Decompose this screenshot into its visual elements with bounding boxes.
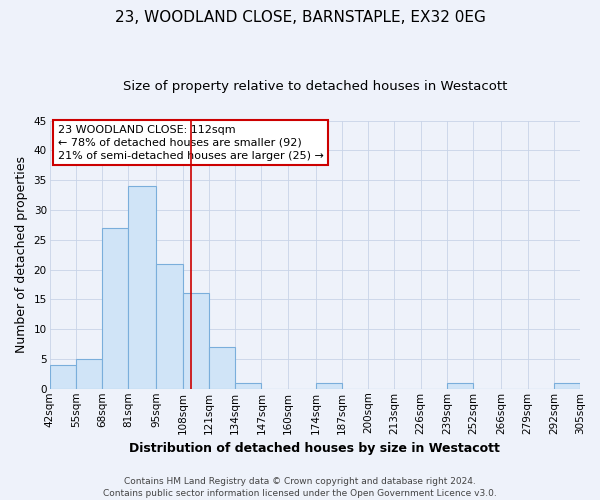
X-axis label: Distribution of detached houses by size in Westacott: Distribution of detached houses by size …	[130, 442, 500, 455]
Bar	[128, 186, 157, 389]
Bar	[554, 383, 580, 389]
Y-axis label: Number of detached properties: Number of detached properties	[15, 156, 28, 353]
Text: 23, WOODLAND CLOSE, BARNSTAPLE, EX32 0EG: 23, WOODLAND CLOSE, BARNSTAPLE, EX32 0EG	[115, 10, 485, 25]
Bar	[447, 383, 473, 389]
Bar	[182, 294, 209, 389]
Text: Contains HM Land Registry data © Crown copyright and database right 2024.
Contai: Contains HM Land Registry data © Crown c…	[103, 476, 497, 498]
Bar	[157, 264, 182, 389]
Bar	[50, 365, 76, 389]
Bar	[316, 383, 342, 389]
Title: Size of property relative to detached houses in Westacott: Size of property relative to detached ho…	[122, 80, 507, 93]
Text: 23 WOODLAND CLOSE: 112sqm
← 78% of detached houses are smaller (92)
21% of semi-: 23 WOODLAND CLOSE: 112sqm ← 78% of detac…	[58, 124, 323, 161]
Bar	[209, 347, 235, 389]
Bar	[76, 359, 102, 389]
Bar	[235, 383, 262, 389]
Bar	[102, 228, 128, 389]
